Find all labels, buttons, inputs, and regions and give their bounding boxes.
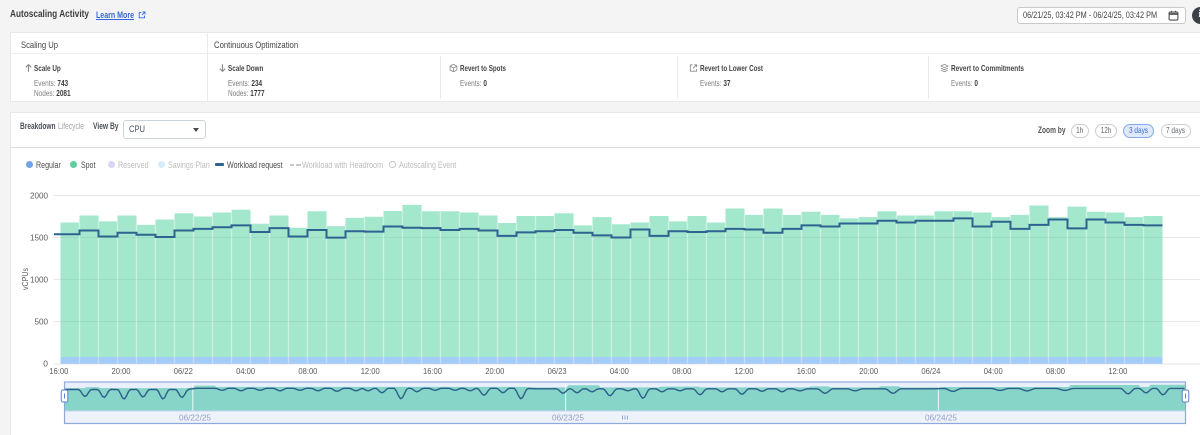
svg-text:12:00: 12:00 [1108,366,1127,376]
svg-text:500: 500 [35,317,49,327]
svg-text:20:00: 20:00 [485,366,504,376]
svg-text:20:00: 20:00 [112,366,131,376]
svg-text:06/24: 06/24 [921,366,940,376]
svg-text:1000: 1000 [30,275,48,285]
svg-text:16:00: 16:00 [797,366,816,376]
svg-text:04:00: 04:00 [236,366,255,376]
svg-text:2000: 2000 [30,191,48,201]
svg-text:16:00: 16:00 [49,366,68,376]
svg-text:06/22: 06/22 [174,366,193,376]
svg-text:16:00: 16:00 [423,366,442,376]
svg-text:08:00: 08:00 [672,366,691,376]
svg-text:08:00: 08:00 [298,366,317,376]
svg-text:04:00: 04:00 [984,366,1003,376]
svg-text:12:00: 12:00 [361,366,380,376]
svg-text:08:00: 08:00 [1046,366,1065,376]
svg-text:06/23/25: 06/23/25 [552,413,584,423]
svg-text:06/23: 06/23 [548,366,567,376]
svg-text:0: 0 [43,359,48,369]
svg-text:20:00: 20:00 [859,366,878,376]
svg-text:12:00: 12:00 [735,366,754,376]
svg-text:1500: 1500 [30,233,48,243]
svg-text:04:00: 04:00 [610,366,629,376]
svg-text:06/22/25: 06/22/25 [179,413,211,423]
svg-text:06/24/25: 06/24/25 [925,413,957,423]
svg-text:vCPUs: vCPUs [20,268,30,290]
